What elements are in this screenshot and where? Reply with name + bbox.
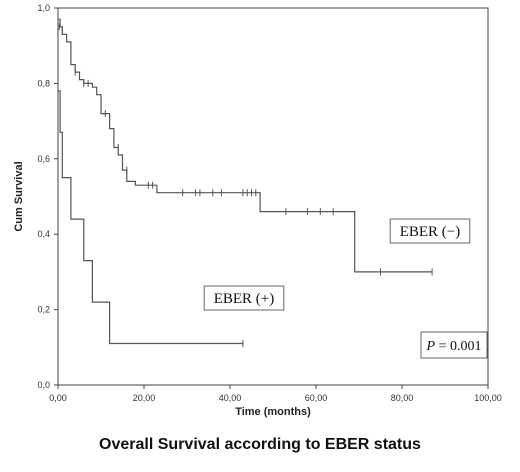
y-tick-label: 0,6 xyxy=(37,154,50,164)
y-tick-label: 1,0 xyxy=(37,3,50,13)
y-tick-label: 0,0 xyxy=(37,380,50,390)
x-tick-label: 60,00 xyxy=(305,393,328,403)
series-label-eber-negative: EBER (−) xyxy=(400,224,461,240)
x-tick-label: 0,00 xyxy=(49,393,67,403)
y-tick-label: 0,4 xyxy=(37,229,50,239)
plot-area-frame xyxy=(57,7,489,386)
x-tick-label: 80,00 xyxy=(391,393,414,403)
p-value-label: P = 0.001 xyxy=(426,339,482,354)
x-tick-label: 40,00 xyxy=(219,393,242,403)
series-label-eber-negative-box xyxy=(389,218,471,244)
x-tick-label: 100,00 xyxy=(474,393,502,403)
x-tick-label: 20,00 xyxy=(133,393,156,403)
series-label-eber-positive: EBER (+) xyxy=(214,291,275,307)
y-tick-label: 0,8 xyxy=(37,78,50,88)
y-tick-label: 0,2 xyxy=(37,305,50,315)
y-axis-title: Cum Survival xyxy=(13,161,25,231)
x-axis-title: Time (months) xyxy=(235,406,311,418)
p-value-box xyxy=(420,331,488,359)
series-label-eber-positive-box xyxy=(203,285,285,311)
chart-caption: Overall Survival according to EBER statu… xyxy=(99,436,421,453)
series-line-eber-positive xyxy=(58,90,243,345)
